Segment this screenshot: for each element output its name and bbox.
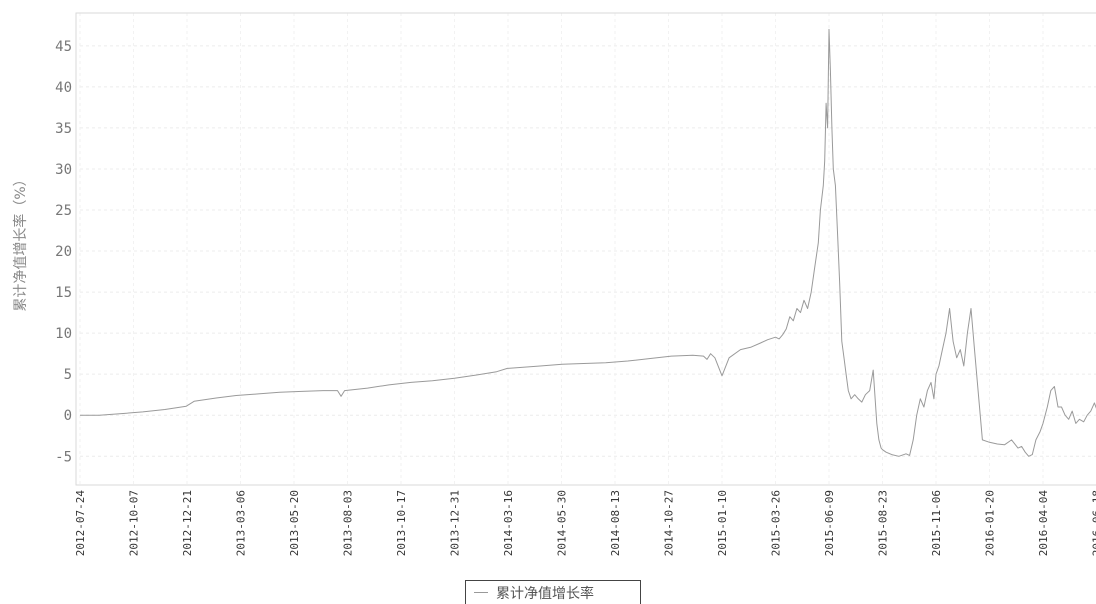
y-tick-label: 25 xyxy=(55,203,72,219)
grid-lines xyxy=(79,13,1096,485)
x-tick-label: 2015-03-26 xyxy=(770,490,783,556)
y-tick-label: 15 xyxy=(55,285,72,301)
plot-area-frame xyxy=(75,12,1096,486)
x-tick-label: 2013-08-03 xyxy=(342,490,355,556)
x-tick-label: 2015-06-09 xyxy=(823,490,836,556)
x-tick-label: 2013-10-17 xyxy=(395,490,408,556)
x-tick-label: 2015-08-23 xyxy=(877,490,890,556)
x-tick-label: 2016-06-18 xyxy=(1091,490,1096,556)
x-tick-label: 2013-12-31 xyxy=(449,490,462,556)
x-tick-label: 2012-07-24 xyxy=(74,490,87,557)
x-tick-label: 2015-01-10 xyxy=(716,490,729,556)
x-tick-label: 2012-10-07 xyxy=(128,490,141,556)
y-tick-label: 40 xyxy=(55,80,72,96)
x-tick-label: 2016-04-04 xyxy=(1037,490,1050,557)
y-tick-label: 45 xyxy=(55,39,72,55)
y-tick-label: 35 xyxy=(55,121,72,137)
y-tick-label: 20 xyxy=(55,244,72,260)
x-tick-label: 2014-05-30 xyxy=(556,490,569,556)
y-tick-label: 0 xyxy=(64,408,72,424)
legend: 累计净值增长率 xyxy=(465,580,641,604)
x-tick-label: 2014-03-16 xyxy=(502,490,515,556)
y-tick-label: -5 xyxy=(55,449,72,465)
legend-label: 累计净值增长率 xyxy=(496,585,594,602)
y-tick-label: 5 xyxy=(64,367,72,383)
x-tick-label: 2012-12-21 xyxy=(181,490,194,556)
y-tick-label: 30 xyxy=(55,162,72,178)
y-tick-label: 10 xyxy=(55,326,72,342)
x-tick-labels: 2012-07-24 2012-10-07 2012-12-21 2013-03-06… xyxy=(74,490,1096,557)
x-tick-label: 2015-11-06 xyxy=(930,490,943,556)
x-tick-label: 2016-01-20 xyxy=(984,490,997,556)
series-line xyxy=(80,28,1096,457)
legend-swatch xyxy=(474,592,488,593)
x-tick-label: 2014-08-13 xyxy=(609,490,622,556)
y-tick-labels: -5 0 5 10 15 20 25 30 35 40 45 xyxy=(55,39,72,465)
x-tick-label: 2014-10-27 xyxy=(663,490,676,556)
series-group xyxy=(80,28,1096,457)
x-tick-label: 2013-03-06 xyxy=(235,490,248,556)
x-tick-label: 2013-05-20 xyxy=(288,490,301,556)
